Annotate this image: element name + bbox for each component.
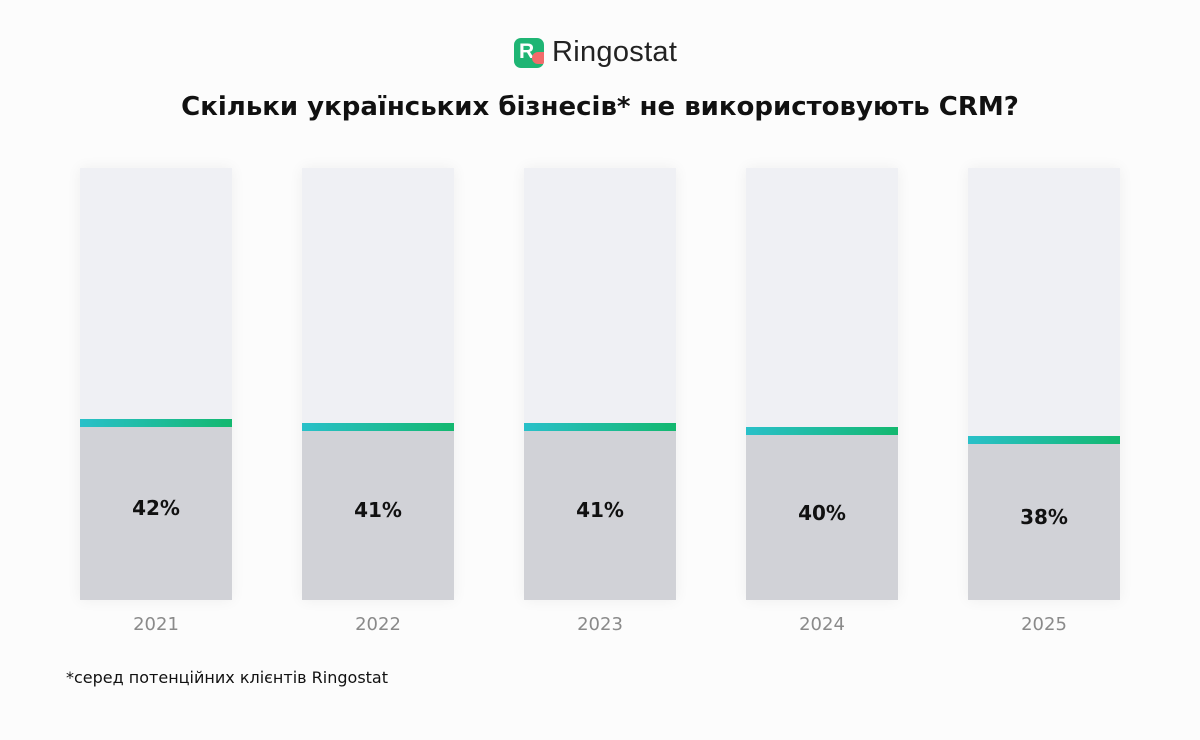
bar-2025: 38% bbox=[968, 435, 1120, 600]
data-label: 38% bbox=[1020, 504, 1068, 529]
data-label: 42% bbox=[132, 496, 180, 521]
bar-track-2021: 42% bbox=[80, 168, 232, 600]
chart-title: Скільки українських бізнесів* не викорис… bbox=[181, 92, 1019, 122]
bar-track-2024: 40% bbox=[746, 168, 898, 600]
bar-track-2022: 41% bbox=[302, 168, 454, 600]
bar-top-stripe bbox=[302, 422, 454, 431]
bar-2022: 41% bbox=[302, 422, 454, 600]
x-tick-label: 2025 bbox=[1021, 614, 1067, 635]
x-tick-label: 2024 bbox=[799, 614, 845, 635]
bar-2021: 42% bbox=[80, 418, 232, 600]
bar-top-stripe bbox=[746, 427, 898, 436]
x-tick-label: 2023 bbox=[577, 614, 623, 635]
data-label: 41% bbox=[354, 498, 402, 523]
ringostat-logo: R Ringostat bbox=[514, 36, 677, 69]
data-label: 41% bbox=[576, 498, 624, 523]
x-tick-label: 2021 bbox=[133, 614, 179, 635]
data-label: 40% bbox=[798, 500, 846, 525]
ringostat-logo-icon: R bbox=[514, 37, 544, 68]
bar-track-2025: 38% bbox=[968, 168, 1120, 600]
bar-2023: 41% bbox=[524, 422, 676, 600]
bar-track-2023: 41% bbox=[524, 168, 676, 600]
x-tick-label: 2022 bbox=[355, 614, 401, 635]
bar-top-stripe bbox=[968, 435, 1120, 444]
bar-top-stripe bbox=[524, 422, 676, 431]
logo-text: Ringostat bbox=[552, 36, 678, 68]
bar-2024: 40% bbox=[746, 427, 898, 600]
footnote: *серед потенційних клієнтів Ringostat bbox=[66, 668, 389, 687]
bar-top-stripe bbox=[80, 418, 232, 427]
